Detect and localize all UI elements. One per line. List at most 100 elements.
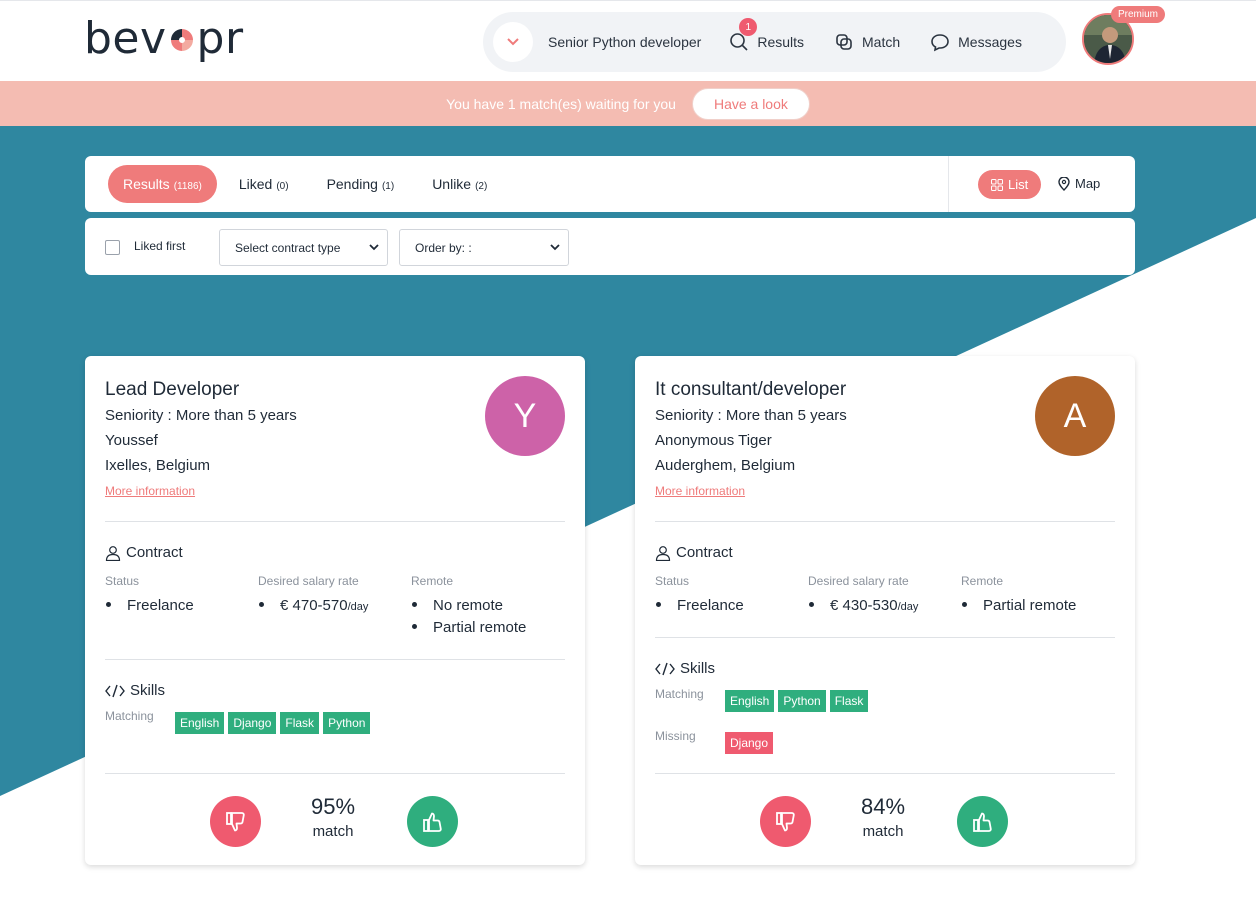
map-view-label: Map [1075,176,1101,191]
tab-unlike[interactable]: Unlike (2) [432,176,487,192]
user-photo [1084,15,1132,63]
match-percentage: 84% [860,794,906,819]
liked-first-label: Liked first [134,239,186,253]
skill-tag: Flask [829,690,869,712]
status-label: Status [655,574,690,588]
skills-title: Skills [680,660,716,677]
card-name: Youssef [105,432,158,449]
matching-label: Matching [105,709,154,723]
tab-pending[interactable]: Pending (1) [327,176,395,192]
like-button[interactable] [957,796,1008,847]
card-title: It consultant/developer [655,379,847,400]
match-banner: You have 1 match(es) waiting for you Hav… [0,81,1256,126]
more-information-link[interactable]: More information [655,484,746,498]
contract-type-select[interactable]: Select contract type [219,229,388,266]
matching-tags: English Python Flask [725,690,869,712]
have-a-look-button[interactable]: Have a look [691,87,810,120]
salary-value: € 470-570/day [259,597,368,614]
contract-title: Contract [126,544,183,561]
status-label: Status [105,574,140,588]
skill-tag: Django [228,712,277,734]
logo-mark-icon [170,29,193,51]
nav-messages[interactable]: Messages [930,32,1022,52]
skill-tag: Python [778,690,826,712]
list-view-button[interactable]: List [978,170,1042,199]
thumbs-up-icon [972,812,992,832]
divider [655,773,1115,774]
dislike-button[interactable] [760,796,811,847]
map-view-button[interactable]: Map [1058,176,1100,191]
remote-label: Remote [961,574,1004,588]
skills-section-title: Skills [105,682,165,699]
candidate-avatar: A [1035,376,1115,456]
contract-section-title: Contract [105,544,183,561]
logo-text-right: pr [196,12,244,64]
divider [655,521,1115,522]
match-percentage: 95% [310,794,356,819]
tab-unlike-count: (2) [475,181,488,192]
dislike-button[interactable] [210,796,261,847]
chevron-down-icon [507,38,519,46]
grid-icon [991,178,1003,191]
thumbs-down-icon [225,811,245,831]
remote-value: No remote [412,597,503,614]
divider [105,773,565,774]
thumbs-down-icon [775,811,795,831]
skill-tag: Python [323,712,371,734]
remote-label: Remote [411,574,454,588]
card-location: Auderghem, Belgium [655,457,796,474]
contract-type-value: Select contract type [235,240,341,255]
order-by-select[interactable]: Order by: : [399,229,569,266]
card-location: Ixelles, Belgium [105,457,211,474]
skills-section-title: Skills [655,660,715,677]
like-button[interactable] [407,796,458,847]
nav-messages-label: Messages [958,34,1022,50]
map-pin-icon [1058,176,1070,191]
header: bev pr Senior Python developer 1 Results… [0,0,1256,81]
salary-label: Desired salary rate [258,574,359,588]
tabs-divider [948,156,949,212]
card-name: Anonymous Tiger [655,432,772,449]
tab-liked-label: Liked [238,176,273,192]
list-view-label: List [1008,177,1029,192]
more-information-link[interactable]: More information [105,484,196,498]
filter-bar: Liked first Select contract type Order b… [85,218,1135,275]
nav-match[interactable]: Match [834,32,900,52]
remote-value: Partial remote [412,619,526,636]
nav-match-label: Match [862,34,901,50]
tab-unlike-label: Unlike [432,176,472,192]
skill-tag: English [725,690,775,712]
nav-bar: Senior Python developer 1 Results Match … [483,12,1066,72]
nav-results-label: Results [757,34,805,50]
tab-results[interactable]: Results (1186) [108,165,217,203]
chat-bubble-icon [931,34,949,52]
search-title[interactable]: Senior Python developer [548,34,702,50]
candidate-card: Lead Developer Seniority : More than 5 y… [85,356,585,865]
code-icon [655,662,675,675]
contract-title: Contract [676,544,733,561]
card-title: Lead Developer [105,379,240,400]
results-badge: 1 [739,18,758,36]
logo[interactable]: bev pr [84,12,244,64]
missing-tags: Django [725,732,774,754]
match-label: match [862,823,904,840]
search-icon [730,33,748,51]
person-icon [655,545,671,561]
tab-pending-label: Pending [326,176,378,192]
search-dropdown-button[interactable] [493,22,533,62]
candidate-avatar: Y [485,376,565,456]
status-value: Freelance [656,597,744,614]
liked-first-checkbox[interactable] [105,240,120,255]
candidate-card: It consultant/developer Seniority : More… [635,356,1135,865]
tab-liked[interactable]: Liked (0) [239,176,289,192]
skill-tag-missing: Django [725,732,774,754]
missing-label: Missing [655,729,696,743]
match-icon [836,34,852,50]
logo-text-left: bev [84,12,167,64]
premium-badge: Premium [1111,6,1166,23]
tab-results-count: (1186) [173,181,202,192]
matching-label: Matching [655,687,704,701]
nav-results[interactable]: 1 Results [729,18,805,52]
remote-value: Partial remote [962,597,1076,614]
code-icon [105,684,125,697]
